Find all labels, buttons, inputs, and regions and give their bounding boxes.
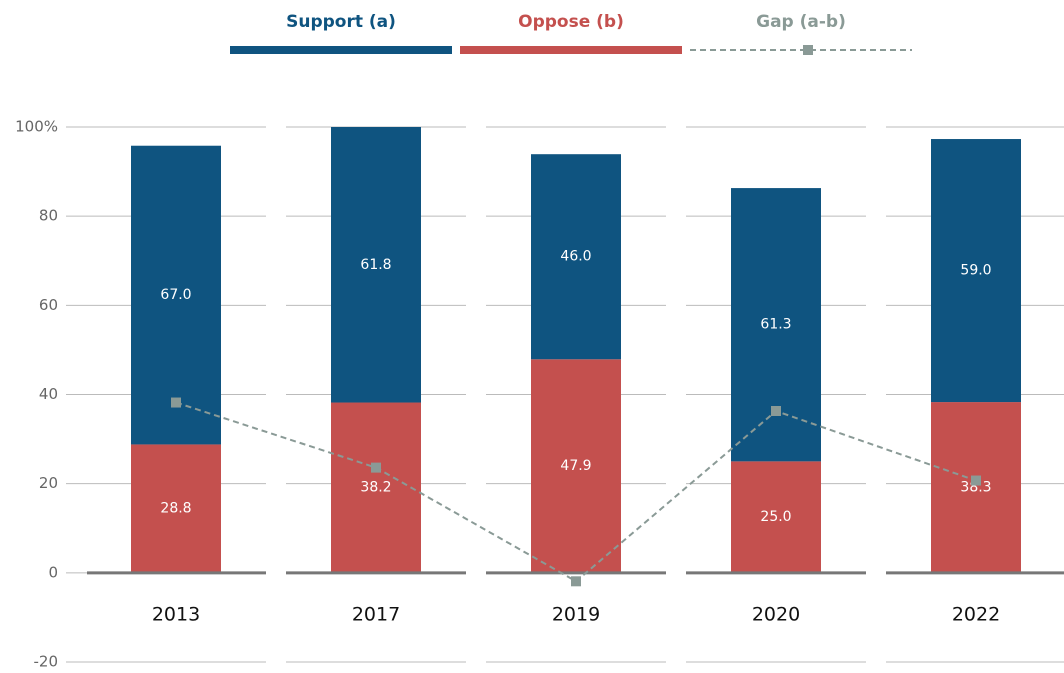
y-tick-label: -20 bbox=[34, 653, 59, 671]
gap-marker bbox=[971, 475, 981, 486]
bar-segment bbox=[931, 402, 1021, 573]
gap-marker bbox=[171, 397, 181, 408]
value-label: 28.8 bbox=[160, 501, 191, 517]
value-label: 47.9 bbox=[560, 458, 591, 474]
legend-swatch bbox=[460, 46, 682, 54]
bar-segment bbox=[131, 145, 221, 445]
gap-marker bbox=[371, 462, 381, 473]
bar-segment bbox=[331, 402, 421, 573]
legend-label: Support (a) bbox=[286, 12, 396, 32]
value-label: 59.0 bbox=[960, 263, 991, 279]
x-tick-label: 2019 bbox=[552, 604, 600, 626]
bar-segment bbox=[131, 444, 221, 573]
value-label: 61.8 bbox=[360, 257, 391, 273]
x-tick-label: 2022 bbox=[952, 604, 1000, 626]
bar-segment bbox=[531, 154, 621, 360]
value-label: 25.0 bbox=[760, 509, 791, 525]
legend-label: Oppose (b) bbox=[518, 12, 624, 32]
x-tick-label: 2020 bbox=[752, 604, 800, 626]
gap-marker bbox=[571, 576, 581, 587]
y-tick-label: 60 bbox=[39, 296, 58, 314]
legend-label: Gap (a-b) bbox=[756, 12, 846, 32]
value-label: 38.3 bbox=[960, 479, 991, 495]
legend-marker bbox=[803, 45, 813, 55]
value-label: 67.0 bbox=[160, 287, 191, 303]
y-tick-label: 40 bbox=[39, 385, 58, 403]
gap-marker bbox=[771, 405, 781, 416]
y-tick-label: 20 bbox=[39, 474, 58, 492]
bar-segment bbox=[931, 139, 1021, 403]
legend-swatch bbox=[230, 46, 452, 54]
y-tick-label: 0 bbox=[48, 563, 58, 581]
value-label: 61.3 bbox=[760, 317, 791, 333]
x-tick-label: 2017 bbox=[352, 604, 400, 626]
x-tick-label: 2013 bbox=[152, 604, 200, 626]
bar-segment bbox=[731, 461, 821, 573]
y-tick-label: 80 bbox=[39, 207, 58, 225]
value-label: 46.0 bbox=[560, 249, 591, 265]
value-label: 38.2 bbox=[360, 480, 391, 496]
y-tick-label: 100% bbox=[15, 118, 58, 136]
bar-segment bbox=[331, 127, 421, 403]
bar-segment bbox=[531, 359, 621, 573]
